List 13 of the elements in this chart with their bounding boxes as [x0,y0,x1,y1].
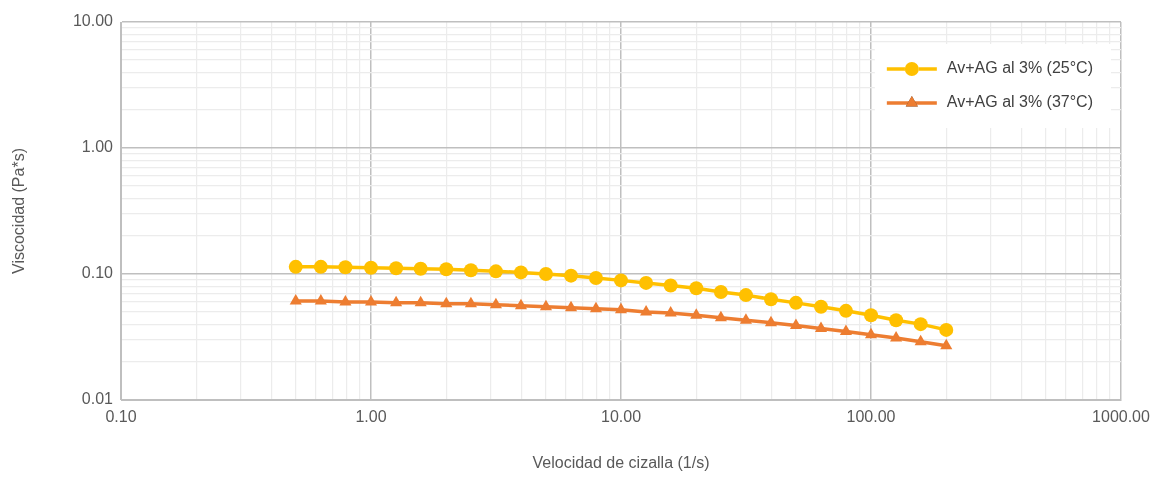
x-tick-label: 10.00 [600,408,642,426]
x-tick-label: 0.10 [105,408,137,426]
x-tick-label: 1000.00 [1092,408,1151,426]
x-axis-title: Velocidad de cizalla (1/s) [532,453,710,471]
legend-label: Av+AG al 3% (25°C) [946,59,1094,77]
y-axis-title: Viscocidad (Pa*s) [10,148,28,274]
y-tick-label: 1.00 [81,138,114,156]
legend-label: Av+AG al 3% (37°C) [946,93,1094,111]
y-tick-label: 0.01 [81,390,114,408]
x-tick-label: 100.00 [846,408,896,426]
x-tick-label: 1.00 [355,408,387,426]
y-tick-label: 0.10 [81,264,114,282]
y-tick-label: 10.00 [72,12,114,30]
